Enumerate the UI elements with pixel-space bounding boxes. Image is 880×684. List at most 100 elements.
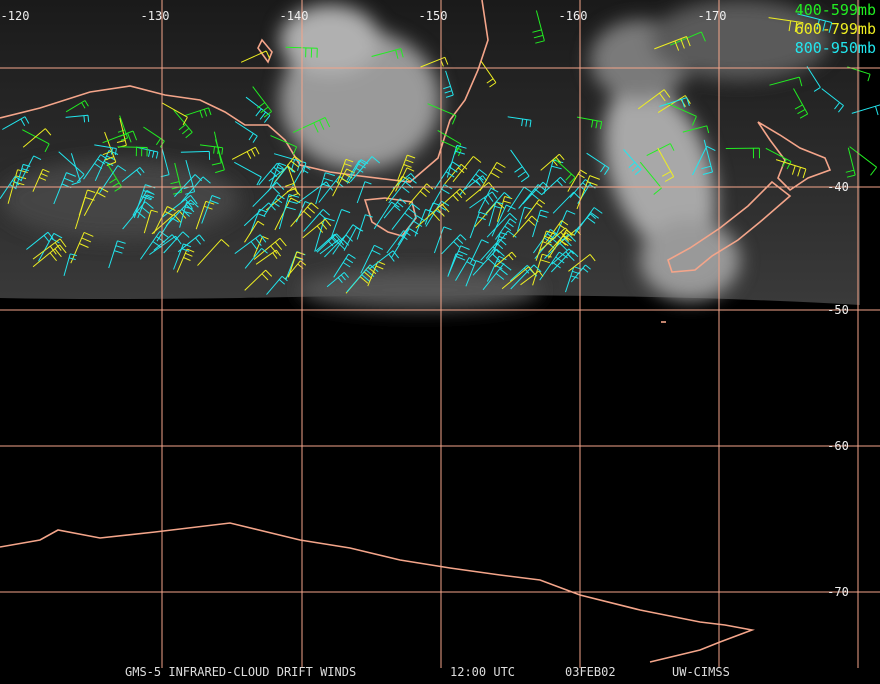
wind-barb [177, 234, 205, 253]
wind-barb [315, 233, 340, 252]
wind-barb [775, 159, 807, 179]
wind-barb [547, 229, 575, 259]
wind-barb [396, 154, 416, 182]
wind-barb [53, 172, 76, 205]
wind-barb [180, 176, 211, 203]
wind-barb [577, 116, 603, 130]
wind-barb [446, 144, 467, 178]
wind-barb [253, 237, 287, 260]
wind-barb [197, 239, 230, 266]
wind-barbs [0, 10, 880, 295]
wind-barb [554, 158, 576, 185]
wind-barb [659, 97, 690, 108]
wind-barb [433, 226, 452, 254]
wind-barb [692, 145, 716, 176]
wind-barb [434, 161, 461, 190]
wind-barb [163, 231, 190, 254]
wind-barb [397, 215, 426, 246]
wind-barb [70, 231, 94, 264]
wind-barb [535, 230, 556, 261]
wind-barb [539, 251, 568, 281]
wind-barb [567, 169, 588, 192]
wind-barb [201, 195, 221, 224]
wind-barb [326, 272, 349, 288]
wind-barb [623, 149, 642, 176]
wind-barb [156, 217, 179, 242]
wind-barb [165, 199, 199, 227]
longitude-label: -170 [698, 9, 727, 23]
wind-barb [524, 199, 546, 219]
wind-barb [388, 176, 417, 204]
wind-barb [469, 211, 488, 239]
wind-barb [252, 182, 285, 207]
wind-barb [302, 218, 332, 239]
wind-barb [356, 214, 373, 240]
wind-barb [234, 161, 262, 186]
wind-barb [541, 176, 567, 196]
wind-barb [443, 70, 454, 98]
longitude-label: -130 [141, 9, 170, 23]
wind-barb [65, 100, 89, 113]
latitude-label: -50 [827, 303, 849, 317]
wind-barb [176, 248, 195, 273]
wind-barb [94, 144, 117, 156]
wind-barb [769, 76, 803, 87]
latitude-label: -60 [827, 439, 849, 453]
wind-barb [851, 104, 880, 116]
wind-barb [121, 167, 145, 182]
wind-barb [83, 186, 109, 216]
wind-barb [234, 234, 267, 255]
wind-barb [336, 158, 354, 184]
wind-barb [383, 198, 407, 219]
wind-barb [15, 163, 31, 189]
wind-barb [117, 115, 129, 141]
wind-barb [477, 187, 499, 213]
footer-time: 12:00 UTC [450, 665, 515, 679]
legend-entry: 600-799mb [795, 20, 876, 38]
wind-barb [263, 194, 285, 217]
wind-barb [459, 169, 488, 196]
wind-barb [356, 181, 372, 204]
wind-barb [793, 88, 809, 119]
wind-barb [639, 161, 662, 195]
longitude-label: -150 [419, 9, 448, 23]
wind-barb [496, 196, 513, 222]
wind-barb [488, 201, 504, 227]
wind-barb [532, 209, 549, 238]
wind-barb [346, 159, 369, 184]
wind-barb [231, 146, 260, 160]
wind-barb [480, 238, 507, 261]
wind-barb [540, 153, 565, 171]
wind-barb [507, 116, 532, 128]
wind-barb [701, 139, 713, 175]
wind-barb [725, 147, 760, 159]
wind-barb [240, 50, 271, 63]
wind-barb [243, 202, 276, 227]
wind-barb [319, 238, 344, 255]
wind-barb [139, 230, 169, 260]
wind-barb [330, 209, 351, 238]
longitude-label: -120 [1, 9, 30, 23]
wind-barb [180, 150, 211, 160]
wind-barb [486, 212, 518, 238]
wind-barb [368, 250, 400, 270]
footer-date: 03FEB02 [565, 665, 616, 679]
wind-barb [63, 253, 77, 277]
wind-barb [806, 66, 821, 92]
footer-satellite: GMS-5 INFRARED-CLOUD DRIFT WINDS [125, 665, 356, 679]
wind-barb [143, 209, 159, 234]
wind-barb [99, 165, 127, 194]
wind-barb [485, 192, 511, 214]
wind-barb [273, 153, 307, 173]
wind-barb [137, 194, 154, 219]
wind-barb [469, 191, 498, 209]
wind-barb [184, 107, 212, 118]
wind-barb [349, 156, 381, 183]
wind-barb [666, 102, 697, 126]
wind-barb [391, 203, 421, 231]
legend-entry: 400-599mb [795, 1, 876, 19]
wind-barb [32, 238, 67, 260]
wind-barb [444, 163, 468, 185]
